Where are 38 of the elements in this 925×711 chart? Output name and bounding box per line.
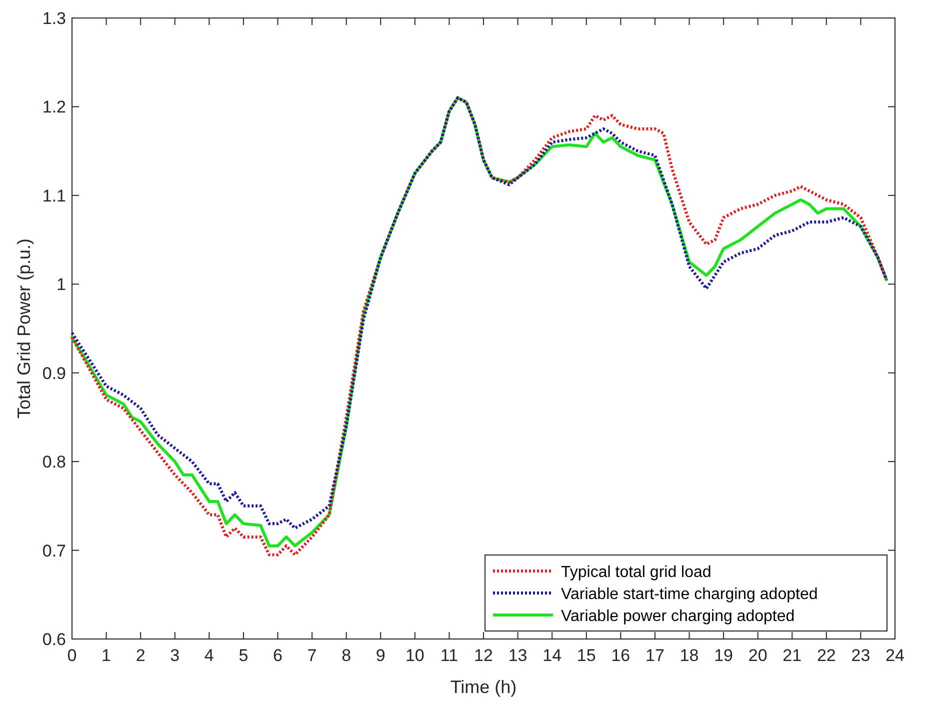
x-tick-label: 18 (680, 646, 699, 665)
x-tick-label: 20 (748, 646, 768, 665)
x-tick-label: 17 (645, 646, 664, 665)
x-tick-label: 13 (508, 646, 528, 665)
x-tick-label: 19 (714, 646, 734, 665)
x-tick-label: 3 (170, 646, 180, 665)
x-tick-label: 22 (816, 646, 836, 665)
x-tick-label: 24 (886, 646, 904, 665)
x-tick-label: 16 (611, 646, 630, 665)
x-tick-label: 5 (238, 646, 248, 665)
y-tick-label: 0.9 (42, 364, 66, 383)
y-tick-label: 1.1 (42, 186, 66, 206)
x-tick-label: 11 (440, 646, 458, 665)
y-tick-label: 1.2 (42, 98, 66, 117)
x-tick-label: 15 (576, 646, 596, 665)
x-tick-label: 8 (342, 646, 352, 665)
legend-label: Variable start-time charging adopted (561, 586, 818, 603)
x-axis-title: Time (h) (450, 677, 517, 697)
x-tick-label: 9 (376, 646, 386, 665)
legend-label: Typical total grid load (561, 564, 712, 581)
x-tick-label: 6 (273, 646, 282, 665)
y-tick-label: 1.3 (42, 9, 66, 28)
x-tick-label: 14 (542, 646, 562, 665)
y-tick-label: 0.8 (42, 452, 66, 472)
x-tick-label: 12 (474, 646, 493, 665)
x-tick-label: 2 (136, 646, 146, 665)
x-tick-label: 23 (851, 646, 870, 665)
y-tick-label: 0.7 (42, 541, 66, 560)
y-axis-title: Total Grid Power (p.u.) (14, 238, 34, 419)
x-tick-label: 1 (102, 646, 112, 665)
x-tick-label: 4 (204, 646, 214, 665)
x-tick-label: 21 (782, 646, 802, 665)
x-tick-label: 0 (67, 646, 77, 665)
legend-label: Variable power charging adopted (561, 608, 795, 625)
y-tick-label: 1 (56, 275, 66, 294)
y-tick-label: 0.6 (42, 630, 66, 649)
x-tick-label: 10 (405, 646, 424, 665)
x-tick-label: 7 (307, 646, 317, 665)
